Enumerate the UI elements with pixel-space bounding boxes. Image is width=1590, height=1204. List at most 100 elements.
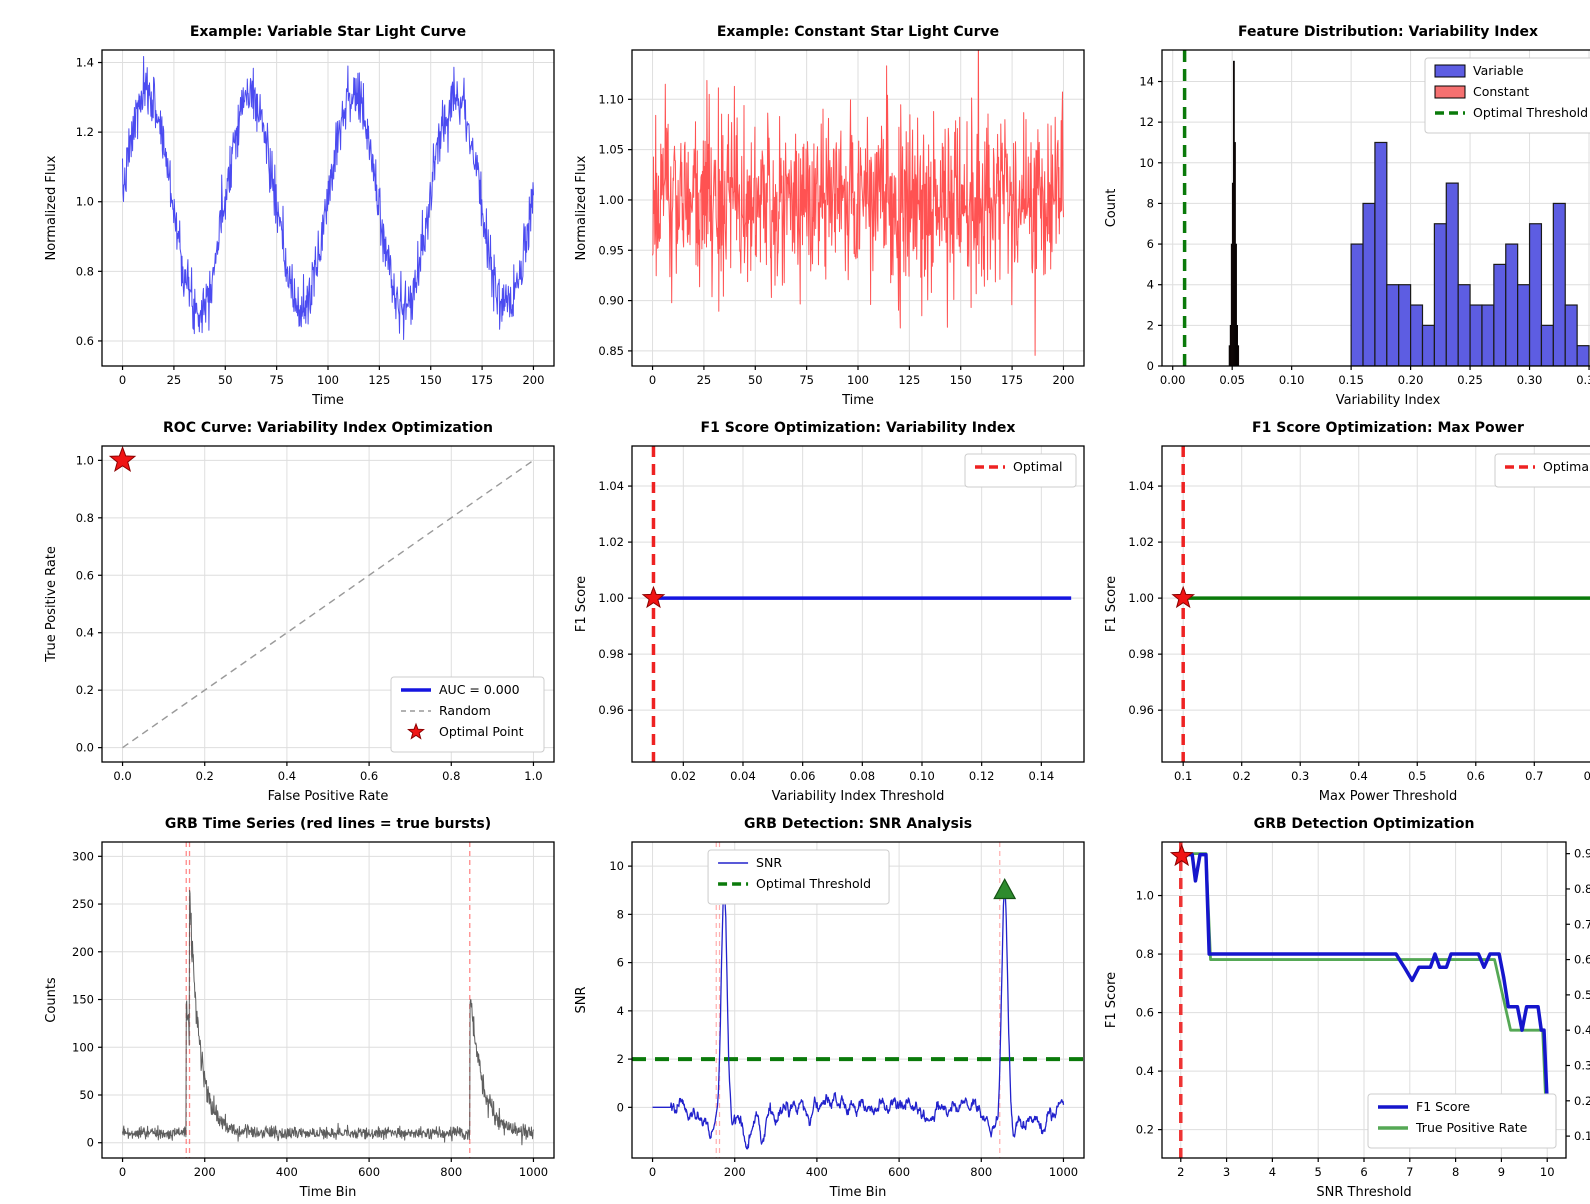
x-tick-label: 0.8	[1584, 769, 1590, 783]
x-tick-label: 9	[1498, 1165, 1505, 1179]
y-tick-label-right: 0.6	[1574, 953, 1590, 967]
x-tick-label: 25	[697, 373, 712, 387]
y-tick-label: 50	[79, 1088, 94, 1102]
x-axis-label: Time Bin	[299, 1185, 357, 1200]
x-tick-label: 7	[1406, 1165, 1413, 1179]
y-tick-label: 0.6	[76, 568, 94, 582]
y-tick-label: 1.0	[76, 453, 94, 467]
plot-area: 0 200 400 600 800 1000 0 2 4 6 8 10 SNR Optimal Thres…	[609, 841, 1085, 1179]
legend: Variable Constant Optimal Threshold	[1424, 57, 1590, 134]
y-tick-label: 4	[1147, 278, 1154, 292]
legend-item-label: Constant	[1473, 84, 1529, 99]
panel-title: GRB Detection Optimization	[1254, 816, 1475, 832]
x-tick-label: 0.15	[1338, 373, 1364, 387]
y-tick-label-right: 0.1	[1574, 1129, 1590, 1143]
x-tick-label: 100	[317, 373, 339, 387]
y-tick-label: 0	[1147, 359, 1154, 373]
x-tick-label: 0.6	[1467, 769, 1485, 783]
x-axis-label: Time	[311, 393, 344, 408]
panel-title: ROC Curve: Variability Index Optimizatio…	[163, 420, 493, 436]
x-tick-label: 175	[471, 373, 493, 387]
x-tick-label: 0.05	[1219, 373, 1245, 387]
x-tick-label: 1.0	[524, 769, 542, 783]
legend-item-label: Optimal	[1543, 459, 1590, 474]
y-tick-label: 0.8	[76, 511, 94, 525]
series-layer	[1179, 842, 1549, 1158]
x-tick-label: 0.5	[1408, 769, 1426, 783]
legend-item-label: True Positive Rate	[1415, 1120, 1528, 1135]
x-tick-label: 0.04	[730, 769, 756, 783]
y-tick-label: 100	[72, 1040, 94, 1054]
x-tick-label: 75	[799, 373, 814, 387]
x-tick-label: 0.0	[113, 769, 131, 783]
y-tick-label: 1.02	[1128, 535, 1154, 549]
y-axis-label: SNR	[574, 986, 589, 1013]
y-tick-label: 0.4	[76, 626, 94, 640]
y-axis-label-left: F1 Score	[1104, 972, 1119, 1028]
y-tick-label: 10	[609, 859, 624, 873]
y-tick-label-right: 0.3	[1574, 1058, 1590, 1072]
y-tick-label-right: 0.8	[1574, 882, 1590, 896]
y-tick-label: 0.2	[76, 683, 94, 697]
x-tick-label: 0.7	[1525, 769, 1543, 783]
x-tick-label: 400	[276, 1165, 298, 1179]
y-tick-label: 0.85	[598, 344, 624, 358]
panel-f1-max-power: F1 Score Optimization: Max Power Max Pow…	[1100, 412, 1590, 808]
y-tick-label: 300	[72, 849, 94, 863]
legend: Optimal	[1494, 453, 1590, 488]
y-tick-label-right: 0.5	[1574, 988, 1590, 1002]
x-tick-label: 0.06	[790, 769, 816, 783]
panel-title: Example: Variable Star Light Curve	[190, 24, 466, 40]
x-tick-label: 6	[1360, 1165, 1367, 1179]
panel-grb-time-series: GRB Time Series (red lines = true bursts…	[40, 808, 570, 1204]
x-axis-label: False Positive Rate	[268, 789, 389, 804]
x-tick-label: 1000	[1049, 1165, 1078, 1179]
legend-item-label: Random	[439, 703, 491, 718]
y-tick-label: 8	[617, 907, 624, 921]
panel-title: GRB Time Series (red lines = true bursts…	[165, 816, 491, 832]
x-tick-label: 0.10	[1279, 373, 1305, 387]
x-tick-label: 0.2	[196, 769, 214, 783]
y-tick-label: 1.04	[1128, 479, 1154, 493]
y-tick-label: 6	[1147, 237, 1154, 251]
panel-title: GRB Detection: SNR Analysis	[744, 816, 972, 832]
x-axis-label: Time Bin	[829, 1185, 887, 1200]
x-tick-label: 0	[119, 1165, 126, 1179]
panel-feature-distribution: Feature Distribution: Variability Index …	[1100, 16, 1590, 412]
y-tick-label: 10	[1139, 156, 1154, 170]
y-tick-label: 0	[617, 1100, 624, 1114]
panel-grb-detection-optimization: GRB Detection Optimization SNR Threshold…	[1100, 808, 1590, 1204]
x-tick-label: 0.2	[1233, 769, 1251, 783]
y-tick-label: 0.4	[1136, 1064, 1154, 1078]
x-tick-label: 0.8	[442, 769, 460, 783]
x-tick-label: 0.4	[1350, 769, 1368, 783]
plot-area: 0.0 0.2 0.4 0.6 0.8 1.0 0.0 0.2 0.4 0.6 0.8 1.0 AUC …	[76, 445, 555, 783]
x-tick-label: 4	[1269, 1165, 1276, 1179]
x-tick-label: 0.00	[1160, 373, 1186, 387]
y-tick-label: 6	[617, 956, 624, 970]
y-tick-label: 1.00	[1128, 591, 1154, 605]
plot-area: 0.1 0.2 0.3 0.4 0.5 0.6 0.7 0.8 0.96 0.98 1.00 1.02…	[1128, 445, 1590, 783]
x-tick-label: 0	[649, 1165, 656, 1179]
legend-item-label: Optimal Threshold	[1473, 105, 1588, 120]
x-tick-label: 200	[522, 373, 544, 387]
x-tick-label: 0.25	[1457, 373, 1483, 387]
series-layer	[651, 446, 1072, 762]
x-tick-label: 0.20	[1398, 373, 1424, 387]
x-tick-label: 200	[724, 1165, 746, 1179]
series-layer	[122, 842, 534, 1158]
x-tick-label: 200	[1052, 373, 1074, 387]
y-tick-label: 1.2	[76, 125, 94, 139]
plot-area: 0.02 0.04 0.06 0.08 0.10 0.12 0.14 0.96 0.98 1.00…	[598, 445, 1085, 783]
y-tick-label: 200	[72, 945, 94, 959]
y-tick-label: 0.8	[76, 264, 94, 278]
y-axis-label: F1 Score	[574, 576, 589, 632]
panel-title: F1 Score Optimization: Max Power	[1252, 420, 1524, 436]
y-axis-label: Normalized Flux	[574, 155, 589, 260]
y-axis-label: Normalized Flux	[44, 155, 59, 260]
y-tick-label: 0.96	[1128, 703, 1154, 717]
series-layer	[652, 50, 1064, 356]
y-tick-label: 0.0	[76, 741, 94, 755]
plot-area: 0 25 50 75 100 125 150 175 200 0.85 0.90 0.95 1.00 1.…	[598, 49, 1085, 387]
y-tick-label: 1.4	[76, 56, 94, 70]
